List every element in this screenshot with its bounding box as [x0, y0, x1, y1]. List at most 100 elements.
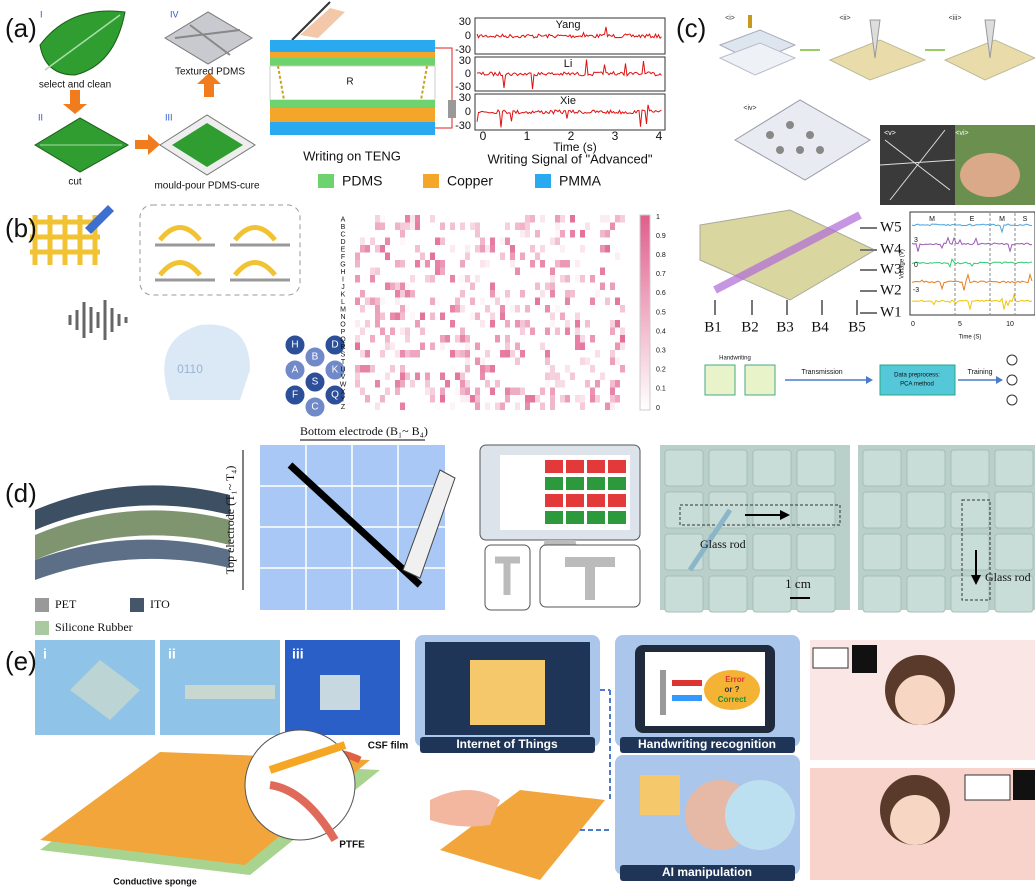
heat-cell [415, 215, 420, 223]
heat-cell [580, 395, 585, 403]
legend-swatch [423, 174, 439, 188]
heat-cell [430, 312, 435, 320]
step-numeral: II [38, 112, 43, 122]
heat-cell [490, 320, 495, 328]
heat-cell [455, 372, 460, 380]
y-tick-label: 30 [459, 55, 471, 67]
heat-cell [510, 260, 515, 268]
heat-cell [375, 350, 380, 358]
panel-label: (e) [5, 646, 37, 676]
row-label: B [341, 224, 346, 231]
heat-cell [355, 260, 360, 268]
heat-cell [460, 335, 465, 343]
heat-cell [590, 387, 595, 395]
y-tick-label: 0 [465, 68, 471, 80]
heat-cell [395, 380, 400, 388]
photo-label: Glass rod [985, 570, 1031, 584]
heat-cell [545, 282, 550, 290]
hex-letter: D [331, 340, 338, 351]
x-tick-label: 4 [656, 129, 663, 143]
heat-cell [455, 305, 460, 313]
heat-cell [555, 305, 560, 313]
heat-cell [495, 290, 500, 298]
heat-cell [460, 372, 465, 380]
heat-cell [530, 245, 535, 253]
heat-cell [545, 327, 550, 335]
heat-cell [600, 215, 605, 223]
voltage-trace [911, 272, 1033, 291]
heat-cell [410, 350, 415, 358]
y-tick-label: -30 [455, 120, 471, 132]
heat-cell [465, 365, 470, 373]
heat-cell [440, 372, 445, 380]
heat-cell [365, 275, 370, 283]
legend-swatch [535, 174, 551, 188]
heat-cell [405, 305, 410, 313]
heat-cell [435, 237, 440, 245]
bit-line-label: B2 [741, 319, 759, 335]
y-tick-label: 0 [914, 262, 918, 269]
heat-cell [535, 282, 540, 290]
grid-tile [994, 449, 1034, 487]
heat-cell [495, 297, 500, 305]
heat-cell [570, 372, 575, 380]
heat-cell [365, 365, 370, 373]
x-axis-label: Time (S) [959, 335, 982, 341]
heat-cell [465, 395, 470, 403]
panel-label: (a) [5, 13, 37, 43]
hex-cell [324, 334, 346, 356]
heat-cell [610, 395, 615, 403]
heat-cell [405, 290, 410, 298]
heat-cell [425, 275, 430, 283]
flow-box-text: PCA method [900, 382, 934, 388]
heat-cell [380, 215, 385, 223]
y-tick-label: 30 [459, 92, 471, 104]
grid-tile [862, 533, 902, 571]
step-label: <iv> [743, 105, 756, 112]
heat-cell [355, 380, 360, 388]
heat-cell [460, 260, 465, 268]
heat-cell [560, 312, 565, 320]
colorbar-tick: 0.1 [656, 386, 666, 393]
heat-cell [370, 297, 375, 305]
heat-cell [565, 395, 570, 403]
x-tick-label: 0 [911, 321, 915, 328]
step-numeral: IV [170, 9, 179, 19]
row-label: X [341, 389, 346, 396]
panel-label: (c) [676, 13, 706, 43]
heat-cell [430, 387, 435, 395]
segment-label: E [970, 216, 975, 223]
heat-cell [360, 350, 365, 358]
heat-cell [395, 282, 400, 290]
colorbar-tick: 0.2 [656, 367, 666, 374]
heat-cell [485, 260, 490, 268]
grid-tile [906, 533, 946, 571]
leaf-process [34, 10, 256, 176]
colorbar-tick: 0.6 [656, 290, 666, 297]
row-label: F [341, 254, 345, 261]
heat-cell [520, 327, 525, 335]
heat-cell [500, 252, 505, 260]
grid-tile [664, 449, 704, 487]
heat-cell [490, 365, 495, 373]
heat-cell [520, 320, 525, 328]
heat-cell [515, 222, 520, 230]
heat-cell [385, 387, 390, 395]
legend-swatch [318, 174, 334, 188]
heat-cell [540, 260, 545, 268]
heat-cell [570, 230, 575, 238]
heat-cell [450, 402, 455, 410]
heat-cell [400, 222, 405, 230]
heat-cell [545, 350, 550, 358]
hex-cell [324, 384, 346, 406]
grid-tile [664, 575, 704, 613]
voltage-trace [911, 236, 1033, 253]
heat-cell [500, 237, 505, 245]
app-label: Internet of Things [456, 737, 558, 751]
heat-cell [620, 327, 625, 335]
heat-cell [560, 380, 565, 388]
heat-cell [610, 380, 615, 388]
decoder-text: 0110 [177, 362, 203, 376]
trace-name: Xie [560, 95, 576, 107]
